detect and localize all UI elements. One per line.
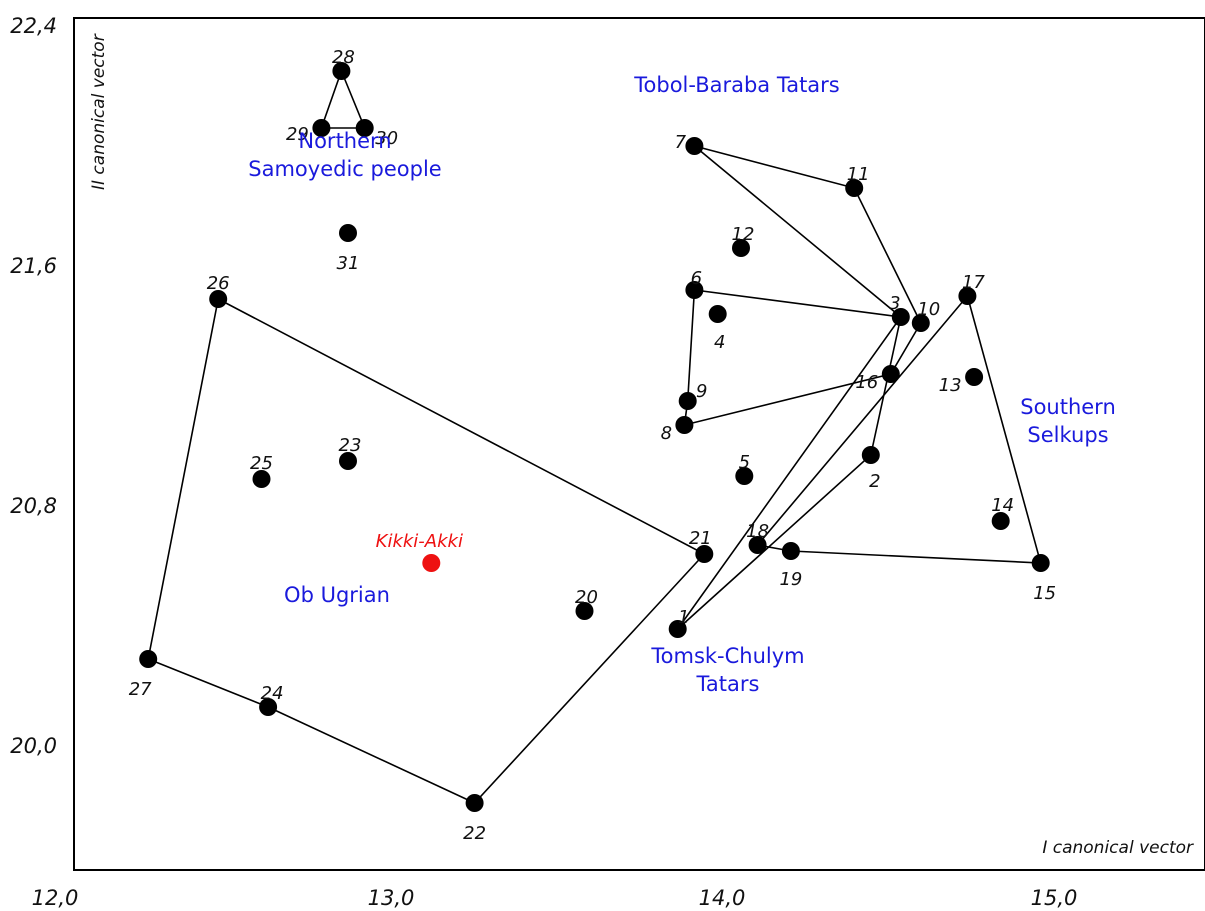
group-hull <box>683 145 922 427</box>
group-hull <box>147 297 706 804</box>
point-label: 1 <box>678 607 689 628</box>
point-label: 25 <box>250 453 273 474</box>
y-tick-label: 21,6 <box>10 254 57 278</box>
data-point <box>575 602 594 620</box>
data-point <box>685 281 704 299</box>
data-point <box>861 446 880 464</box>
point-label: 4 <box>714 332 725 353</box>
data-point <box>891 308 910 326</box>
data-points <box>139 62 1050 812</box>
point-label: 6 <box>691 268 702 289</box>
data-point <box>339 224 357 242</box>
x-axis-label: I canonical vector <box>1042 838 1194 858</box>
point-label: 18 <box>746 521 769 542</box>
point-label: 31 <box>337 253 360 274</box>
y-tick-label: 20,8 <box>10 494 57 518</box>
y-tick-label: 22,4 <box>10 14 57 38</box>
point-label: 11 <box>847 164 870 185</box>
group-label: Tomsk-Chulym <box>650 644 804 668</box>
data-point <box>675 416 694 434</box>
point-label: 15 <box>1033 583 1056 604</box>
group-labels: Northern Samoyedic people Tobol-Baraba Tat… <box>248 73 1115 696</box>
y-axis-label: II canonical vector <box>89 33 109 190</box>
point-label: 20 <box>575 587 598 608</box>
point-label: 29 <box>286 124 309 145</box>
point-label: 17 <box>962 272 985 293</box>
data-point <box>209 290 228 308</box>
data-point <box>965 368 984 386</box>
x-tick-label: 15,0 <box>1031 886 1078 910</box>
point-label: 7 <box>675 132 687 153</box>
data-point <box>881 365 900 383</box>
point-label: 12 <box>732 224 755 245</box>
point-label: 3 <box>889 293 900 314</box>
x-tick-label: 13,0 <box>368 886 415 910</box>
point-label: 28 <box>332 47 355 68</box>
y-tick-label: 20,0 <box>10 734 57 758</box>
point-label: 10 <box>917 299 940 320</box>
point-label: 27 <box>129 679 152 700</box>
data-point <box>332 62 351 80</box>
point-label: 14 <box>991 495 1014 516</box>
point-label: 21 <box>689 528 712 549</box>
data-point <box>355 119 374 137</box>
point-label: 30 <box>375 128 398 149</box>
point-label: 22 <box>463 823 486 844</box>
group-hull <box>320 68 366 129</box>
group-label: Northern <box>298 129 391 153</box>
data-point <box>339 452 357 470</box>
data-point <box>748 536 767 554</box>
x-tick-label: 14,0 <box>699 886 746 910</box>
point-labels: 1234567891011121314151617181920212223242… <box>129 47 1056 844</box>
data-point <box>991 512 1010 530</box>
highlight-point: Kikki-Akki <box>376 531 463 572</box>
group-label: Selkups <box>1027 423 1108 447</box>
point-label: 23 <box>339 435 362 456</box>
point-label: 19 <box>779 569 802 590</box>
data-point <box>735 467 754 485</box>
group-hull <box>677 316 902 630</box>
group-label: Ob Ugrian <box>284 583 390 607</box>
point-label: 2 <box>869 471 880 492</box>
plot-frame <box>73 17 1205 871</box>
point-label: 5 <box>739 452 750 473</box>
group-label: Southern <box>1020 395 1116 419</box>
data-point <box>695 545 714 563</box>
group-label: Tobol-Baraba Tatars <box>633 73 840 97</box>
point-label: 9 <box>696 381 707 402</box>
data-point <box>1031 554 1050 572</box>
data-point <box>708 305 727 323</box>
data-point <box>678 392 697 410</box>
point-label: 24 <box>261 683 284 704</box>
data-point <box>911 314 930 332</box>
point-label: 16 <box>855 372 878 393</box>
data-point <box>685 137 704 155</box>
group-label: Tatars <box>696 672 760 696</box>
point-label: 13 <box>939 375 962 396</box>
data-point <box>781 542 800 560</box>
highlight-point-label: Kikki-Akki <box>376 531 463 552</box>
data-point <box>139 650 158 668</box>
data-point <box>259 698 278 716</box>
highlight-point-marker <box>422 554 441 572</box>
data-point <box>845 179 864 197</box>
data-point <box>958 287 977 305</box>
point-label: 26 <box>207 273 230 294</box>
data-point <box>465 794 484 812</box>
data-point <box>668 620 687 638</box>
x-tick-label: 12,0 <box>32 886 79 910</box>
data-point <box>252 470 271 488</box>
data-point <box>312 119 331 137</box>
group-label: Samoyedic people <box>248 157 441 181</box>
data-point <box>732 239 750 257</box>
point-label: 8 <box>661 423 672 444</box>
